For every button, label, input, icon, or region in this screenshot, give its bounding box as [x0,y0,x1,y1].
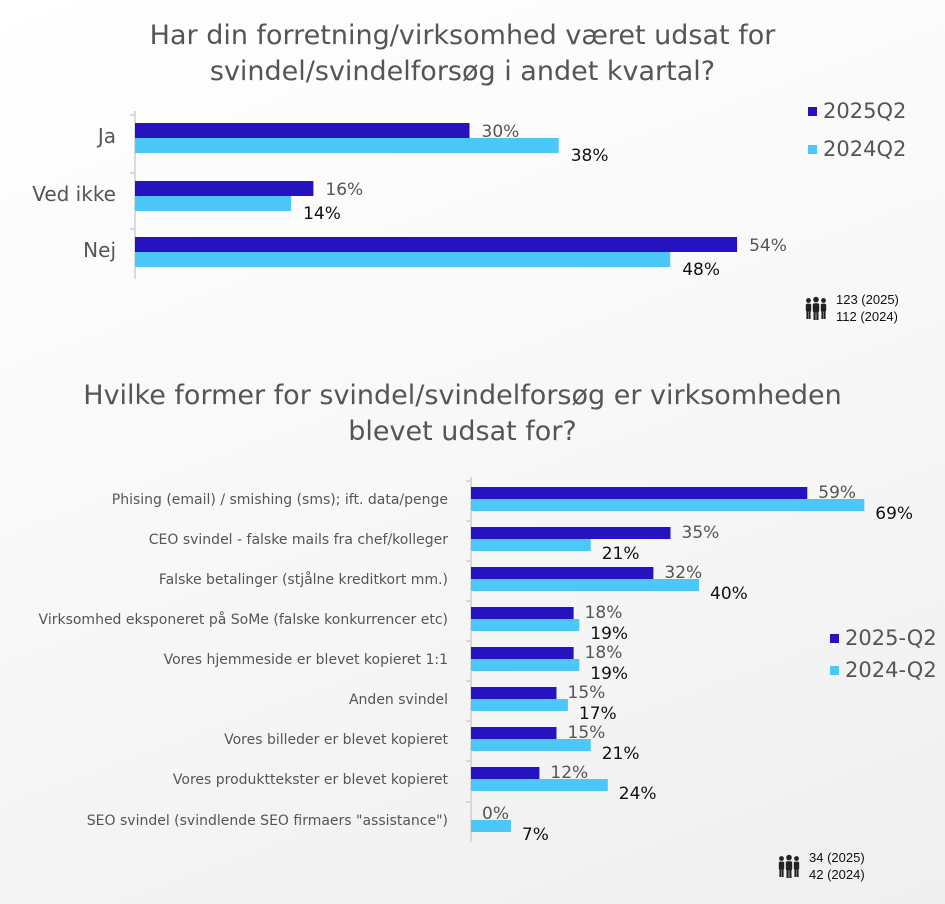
data-label-series-2: 38% [571,146,609,166]
chart-1-title: Har din forretning/virksomhed været udsa… [149,20,776,87]
data-label-series-2: 21% [602,744,640,764]
legend-label-2024q2: 2024Q2 [823,137,907,161]
sample-size-2025: 123 (2025) [836,292,899,307]
category-label: Ja [96,124,116,148]
data-label-series-2: 19% [590,664,628,684]
legend-swatch-2024q2 [808,144,817,154]
people-icon [805,296,827,320]
chart-1-legend: 2025Q2 2024Q2 [808,92,906,168]
bar-series-1 [471,487,808,499]
data-label-series-1: 18% [585,603,623,623]
chart-2-sample-size: 34 (2025) 42 (2024) [777,849,865,883]
legend-item-2024q2: 2024Q2 [808,130,906,168]
data-label-series-1: 54% [749,236,787,256]
bar-series-1 [471,527,671,539]
bar-series-1 [471,567,654,579]
data-label-series-2: 69% [875,504,913,524]
data-label-series-2: 40% [710,584,748,604]
sample-size-2025: 34 (2025) [809,850,865,865]
data-label-series-2: 24% [619,784,657,804]
bar-series-1 [471,647,574,659]
data-label-series-1: 59% [818,483,856,503]
chart-1-plot: Ja 30% 38% Ved ikke 16% 14% Nej 54% 48% [32,111,787,280]
bar-series-1 [471,687,557,699]
data-label-series-2: 21% [602,544,640,564]
category-label: Anden svindel [349,692,448,708]
category-label: Phising (email) / smishing (sms); ift. d… [112,492,448,508]
legend-item-2025q2: 2025Q2 [808,92,906,130]
data-label-series-1: 15% [568,723,606,743]
data-label-series-2: 14% [303,204,341,224]
category-label: Ved ikke [32,182,116,206]
data-label-series-2: 19% [590,624,628,644]
data-label-series-2: 17% [579,704,617,724]
data-label-series-1: 16% [325,180,363,200]
bar-series-2 [135,196,292,211]
people-icon [778,854,800,878]
bar-series-1 [135,181,314,196]
bar-series-2 [471,499,865,511]
bar-series-1 [471,767,540,779]
bar-series-1 [135,123,470,138]
bar-series-2 [471,619,580,631]
bar-series-2 [471,699,568,711]
data-label-series-1: 30% [482,122,520,142]
category-label: SEO svindel (svindlende SEO firmaers "as… [87,813,448,829]
category-label: Nej [83,238,116,262]
chart-1-sample-size: 123 (2025) 112 (2024) [804,291,899,325]
legend-item-2024-q2: 2024-Q2 [830,654,937,686]
data-label-series-1: 18% [585,643,623,663]
category-label: Vores hjemmeside er blevet kopieret 1:1 [164,652,448,668]
data-label-series-1: 0% [482,804,509,824]
bar-series-1 [471,727,557,739]
category-label: CEO svindel - falske mails fra chef/koll… [149,532,448,548]
legend-label-2025q2: 2025Q2 [823,99,907,123]
bar-series-1 [135,237,738,252]
legend-swatch-2025q2 [808,106,817,116]
bar-series-2 [135,252,671,267]
bar-series-2 [471,779,608,791]
bar-series-2 [471,739,591,751]
bar-series-2 [471,579,699,591]
data-label-series-2: 7% [522,825,549,845]
chart-2-legend: 2025-Q2 2024-Q2 [830,622,937,686]
category-label: Virksomhed eksponeret på SoMe (falske ko… [39,611,448,628]
bar-series-2 [135,138,559,153]
legend-swatch-2024-q2 [830,665,839,675]
data-label-series-2: 48% [682,260,720,280]
legend-item-2025-q2: 2025-Q2 [830,622,937,654]
bar-series-2 [471,659,580,671]
sample-size-2024: 112 (2024) [836,309,898,324]
data-label-series-1: 12% [550,763,588,783]
legend-label-2024-q2: 2024-Q2 [845,658,937,682]
category-label: Falske betalinger (stjålne kreditkort mm… [159,571,448,588]
category-label: Vores produkttekster er blevet kopieret [173,772,449,788]
sample-size-2024: 42 (2024) [809,867,865,882]
chart-2-title: Hvilke former for svindel/svindelforsøg … [83,380,842,447]
bar-series-2 [471,539,591,551]
category-label: Vores billeder er blevet kopieret [224,732,448,748]
legend-swatch-2025-q2 [830,633,839,643]
data-label-series-1: 15% [568,683,606,703]
data-label-series-1: 32% [664,563,702,583]
legend-label-2025-q2: 2025-Q2 [845,626,937,650]
bar-series-2 [471,820,511,832]
data-label-series-1: 35% [682,523,720,543]
bar-series-1 [471,607,574,619]
